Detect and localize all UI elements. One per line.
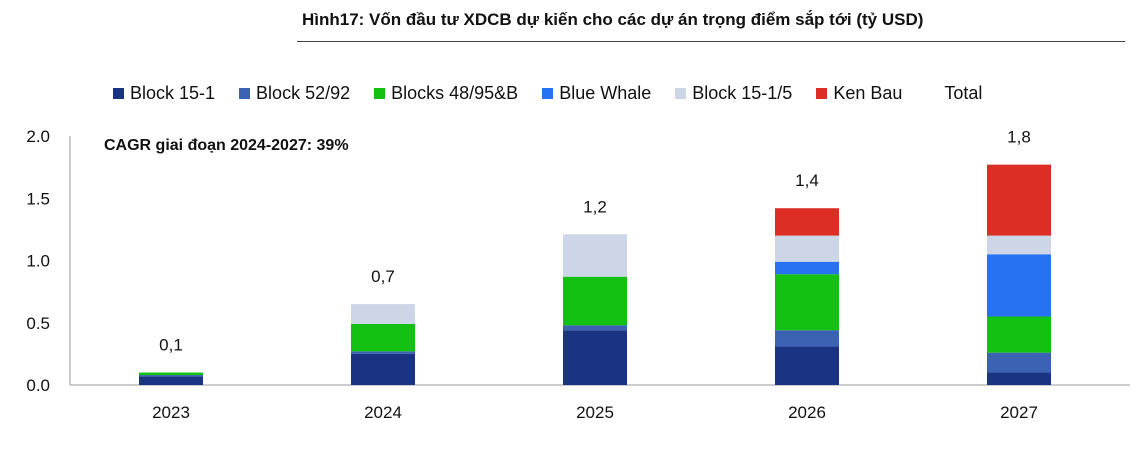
- bar-segment: [351, 353, 415, 385]
- legend-swatch: [113, 88, 124, 99]
- bar-segment: [775, 274, 839, 331]
- legend-label: Block 15-1: [130, 83, 216, 103]
- legend-swatch: [542, 88, 554, 99]
- legend-label: Block 52/92: [256, 83, 351, 103]
- x-tick-label: 2026: [788, 403, 826, 422]
- bar-segment: [987, 235, 1051, 255]
- legend-item: Blocks 48/95&B: [374, 83, 518, 104]
- legend-label: Total: [944, 83, 983, 103]
- bar-segment: [563, 330, 627, 385]
- bar-segment: [139, 375, 203, 377]
- bar-segment: [351, 351, 415, 354]
- legend-swatch: [374, 88, 386, 99]
- legend-label: Blocks 48/95&B: [391, 83, 519, 103]
- bar-segment: [775, 261, 839, 275]
- y-tick-label: 0.0: [26, 376, 50, 395]
- bar-segment: [351, 323, 415, 352]
- bar-segment: [775, 330, 839, 347]
- total-data-label: 1,2: [583, 197, 607, 216]
- x-tick-label: 2024: [364, 403, 402, 422]
- cagr-annotation: CAGR giai đoạn 2024-2027: 39%: [104, 137, 349, 154]
- bar-segment: [987, 164, 1051, 236]
- legend-label: Blue Whale: [559, 83, 652, 103]
- bar-segment: [139, 376, 203, 385]
- x-tick-label: 2023: [152, 403, 190, 422]
- total-data-label: 0,1: [159, 336, 183, 355]
- chart-title: Hình17: Vốn đầu tư XDCB dự kiến cho các …: [302, 10, 924, 29]
- x-tick-label: 2027: [1000, 403, 1038, 422]
- legend-swatch: [675, 88, 687, 99]
- legend-item: Block 52/92: [239, 83, 350, 104]
- chart-legend: Block 15-1 Block 52/92 Blocks 48/95&B Blue …: [113, 83, 1006, 104]
- bar-segment: [563, 325, 627, 331]
- x-tick-label: 2025: [576, 403, 614, 422]
- bar-segment: [775, 346, 839, 385]
- bar-segment: [351, 304, 415, 324]
- legend-swatch: [816, 88, 828, 99]
- legend-item: Blue Whale: [542, 83, 651, 104]
- bar-segment: [563, 234, 627, 277]
- bar-segment: [987, 316, 1051, 353]
- legend-label: Block 15-1/5: [692, 83, 793, 103]
- legend-label: Ken Bau: [833, 83, 903, 103]
- y-tick-label: 1.0: [26, 252, 50, 271]
- bar-segment: [987, 372, 1051, 385]
- bar-segment: [775, 208, 839, 236]
- total-data-label: 1,8: [1007, 128, 1031, 147]
- total-data-label: 1,4: [795, 171, 819, 190]
- legend-item: Block 15-1/5: [675, 83, 792, 104]
- bar-segment: [987, 254, 1051, 317]
- title-divider: [297, 41, 1125, 42]
- total-data-label: 0,7: [371, 267, 395, 286]
- bar-segment: [775, 235, 839, 262]
- legend-swatch: [239, 88, 251, 99]
- y-tick-label: 2.0: [26, 127, 50, 146]
- legend-item: Ken Bau: [816, 83, 902, 104]
- bar-segment: [563, 276, 627, 326]
- y-tick-label: 0.5: [26, 314, 50, 333]
- y-tick-label: 1.5: [26, 189, 50, 208]
- bar-segment: [987, 352, 1051, 373]
- legend-item: Total: [944, 83, 982, 104]
- legend-item: Block 15-1: [113, 83, 215, 104]
- bar-segment: [139, 372, 203, 376]
